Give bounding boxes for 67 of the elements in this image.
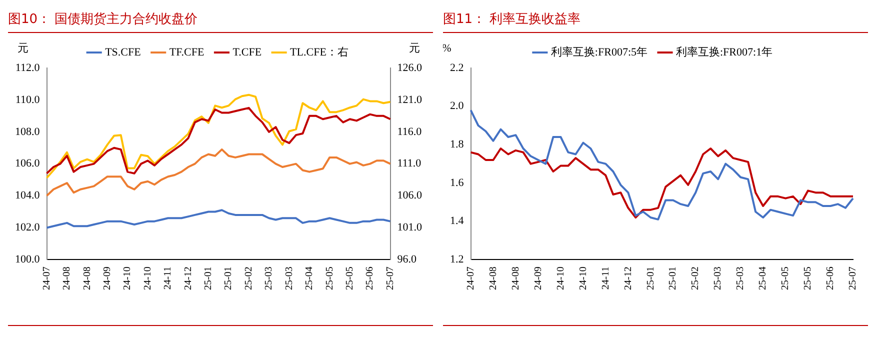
y-tick-label: 1.4 (450, 215, 464, 228)
y-axis-title: 元 (17, 42, 28, 54)
x-tick-label: 25-01 (203, 266, 214, 290)
y-tick-label: 2.0 (450, 100, 464, 112)
x-tick-label: 24-10 (142, 266, 154, 290)
y2-tick-label: 121.0 (397, 94, 422, 106)
x-tick-label: 24-08 (510, 266, 522, 290)
x-tick-label: 24-11 (600, 266, 612, 290)
y-tick-label: 104.0 (15, 190, 40, 202)
x-tick-label: 25-05 (780, 266, 792, 290)
y2-tick-label: 111.0 (397, 158, 422, 170)
x-tick-label: 25-07 (848, 266, 859, 290)
x-tick-label: 24-09 (532, 266, 544, 290)
y2-tick-label: 106.0 (397, 190, 422, 202)
x-tick-label: 25-05 (802, 266, 814, 290)
legend-label: TL.CFE：右 (290, 46, 348, 58)
x-tick-label: 24-11 (162, 266, 174, 290)
x-tick-label: 24-07 (465, 266, 476, 290)
x-tick-label: 24-08 (488, 266, 499, 290)
x-tick-label: 24-08 (82, 266, 93, 290)
x-tick-label: 25-02 (243, 266, 254, 290)
x-tick-label: 25-03 (712, 266, 724, 290)
y-tick-label: 1.8 (450, 138, 464, 151)
x-tick-label: 24-08 (62, 266, 73, 290)
y2-tick-label: 96.0 (397, 254, 417, 266)
x-tick-label: 25-06 (364, 266, 376, 290)
x-tick-label: 24-09 (102, 266, 113, 290)
y-tick-label: 100.0 (15, 254, 40, 266)
y2-tick-label: 126.0 (397, 62, 422, 74)
y-tick-label: 1.2 (450, 254, 464, 266)
x-tick-label: 25-03 (735, 266, 746, 290)
x-tick-label: 25-02 (690, 266, 702, 290)
y-tick-label: 108.0 (15, 126, 40, 138)
x-tick-label: 25-05 (344, 266, 356, 290)
x-tick-label: 25-06 (825, 266, 836, 290)
y-tick-label: 110.0 (15, 94, 40, 106)
y-tick-label: 106.0 (15, 158, 40, 170)
y-tick-label: 112.0 (15, 62, 40, 74)
chart-title: 图11： 利率互换收益率 (443, 8, 868, 33)
x-tick-label: 24-10 (555, 266, 566, 290)
x-tick-label: 24-12 (622, 266, 634, 290)
x-tick-label: 24-07 (41, 266, 52, 290)
legend-label: 利率互换:FR007:1年 (676, 45, 773, 58)
x-tick-label: 24-12 (182, 266, 194, 290)
y-axis-title: % (442, 42, 452, 54)
y-tick-label: 2.2 (450, 62, 464, 74)
x-tick-label: 24-10 (122, 266, 134, 290)
legend-label: T.CFE (232, 46, 262, 58)
x-tick-label: 25-03 (284, 266, 295, 290)
y-tick-label: 1.6 (450, 176, 464, 189)
x-tick-label: 25-03 (264, 266, 275, 290)
chart-title: 图10： 国债期货主力合约收盘价 (8, 8, 433, 33)
legend-label: 利率互换:FR007:5年 (550, 45, 648, 58)
x-tick-label: 25-01 (645, 266, 656, 290)
y2-axis-title: 元 (408, 42, 420, 54)
legend-label: TS.CFE (105, 46, 142, 58)
x-tick-label: 25-01 (668, 266, 679, 290)
x-tick-label: 25-01 (223, 266, 234, 290)
x-tick-label: 24-10 (578, 266, 589, 290)
y2-tick-label: 116.0 (397, 126, 422, 138)
y2-tick-label: 101.0 (397, 222, 422, 234)
x-tick-label: 25-04 (304, 266, 316, 290)
x-tick-label: 25-05 (324, 266, 336, 290)
x-tick-label: 25-07 (384, 266, 396, 290)
legend-label: TF.CFE (169, 46, 205, 58)
y-tick-label: 102.0 (15, 222, 40, 234)
x-tick-label: 25-04 (758, 266, 769, 290)
